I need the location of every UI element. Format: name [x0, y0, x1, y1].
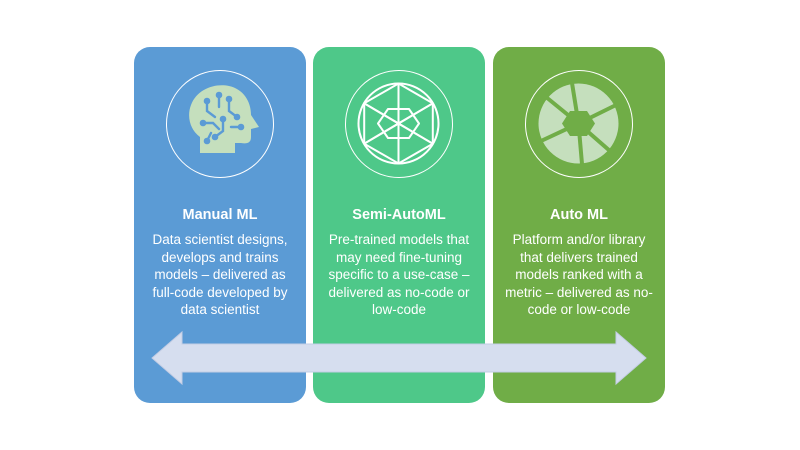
manual-ml-icon-circle	[166, 70, 274, 178]
auto-ml-description: Platform and/or library that delivers tr…	[505, 232, 653, 317]
aperture-outline-icon	[357, 82, 440, 165]
auto-ml-icon-circle	[525, 70, 633, 178]
double-arrow-icon	[151, 330, 647, 386]
auto-ml-card: Auto ML Platform and/or library that del…	[493, 47, 665, 403]
head-circuit-icon	[189, 85, 259, 153]
auto-ml-title: Auto ML	[550, 207, 608, 223]
semi-automl-icon-circle	[345, 70, 453, 178]
aperture-filled-icon	[538, 82, 619, 165]
semi-automl-description: Pre-trained models that may need fine-tu…	[328, 232, 470, 317]
manual-ml-title: Manual ML	[182, 207, 258, 223]
manual-ml-description: Data scientist designs, develops and tra…	[152, 232, 288, 317]
semi-automl-title: Semi-AutoML	[352, 207, 446, 223]
